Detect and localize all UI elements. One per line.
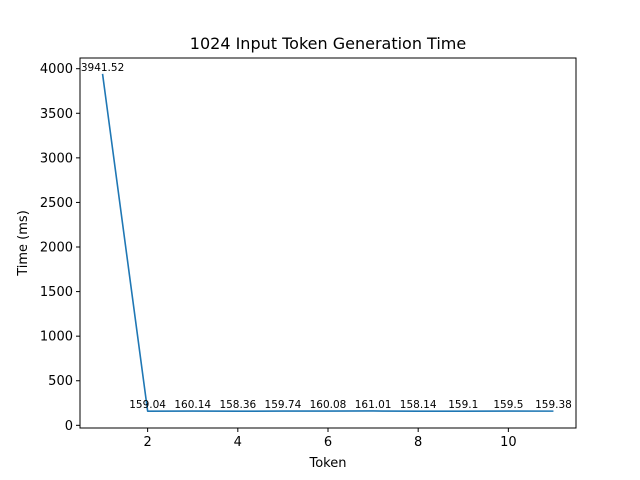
data-label: 160.08 bbox=[310, 399, 347, 411]
data-label: 160.14 bbox=[174, 399, 211, 411]
y-tick-label: 1500 bbox=[40, 285, 73, 300]
x-tick-label: 4 bbox=[234, 435, 242, 450]
data-label: 161.01 bbox=[355, 399, 392, 411]
data-label: 3941.52 bbox=[81, 62, 124, 74]
y-axis: 0 500 1000 1500 2000 2500 3000 3500 4000 bbox=[40, 62, 80, 434]
y-tick-label: 500 bbox=[48, 374, 73, 389]
plot-frame bbox=[79, 57, 577, 429]
x-tick-label: 8 bbox=[414, 435, 422, 450]
data-labels: 3941.52 159.04 160.14 158.36 159.74 160.08 161… bbox=[81, 62, 572, 411]
data-label: 158.14 bbox=[400, 399, 437, 411]
data-label: 159.04 bbox=[129, 399, 166, 411]
series-line bbox=[101, 73, 554, 413]
x-axis: 2 4 6 8 10 bbox=[143, 428, 517, 450]
y-tick-label: 2000 bbox=[40, 241, 73, 256]
y-tick-label: 3000 bbox=[40, 151, 73, 166]
y-axis-label: Time (ms) bbox=[16, 210, 31, 277]
x-tick-label: 10 bbox=[500, 435, 517, 450]
data-label: 159.74 bbox=[265, 399, 302, 411]
x-tick-label: 2 bbox=[143, 435, 151, 450]
data-label: 159.1 bbox=[448, 399, 478, 411]
y-tick-label: 1000 bbox=[40, 330, 73, 345]
y-tick-label: 2500 bbox=[40, 196, 73, 211]
chart-title: 1024 Input Token Generation Time bbox=[190, 34, 466, 53]
data-label: 159.5 bbox=[493, 399, 523, 411]
y-tick-label: 0 bbox=[65, 419, 73, 434]
x-axis-label: Token bbox=[309, 456, 347, 471]
data-label: 159.38 bbox=[535, 399, 572, 411]
y-tick-label: 4000 bbox=[40, 62, 73, 77]
y-tick-label: 3500 bbox=[40, 107, 73, 122]
series-layer bbox=[101, 73, 554, 413]
data-label: 158.36 bbox=[219, 399, 256, 411]
x-tick-label: 6 bbox=[324, 435, 332, 450]
